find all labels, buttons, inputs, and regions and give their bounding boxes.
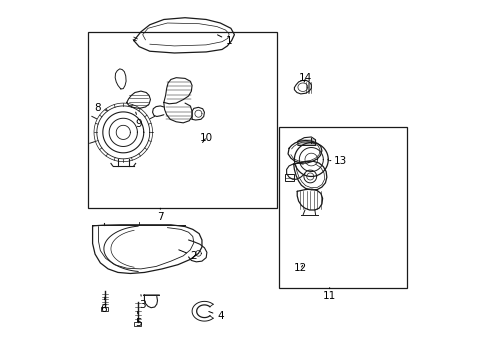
Text: 14: 14 (299, 73, 312, 83)
Text: 3: 3 (139, 294, 146, 310)
Text: 7: 7 (157, 208, 164, 222)
Text: 5: 5 (135, 311, 142, 328)
Text: 4: 4 (209, 311, 223, 321)
Text: 9: 9 (136, 112, 143, 129)
Bar (285, 174, 294, 181)
Text: 12: 12 (294, 263, 307, 273)
Text: 6: 6 (100, 297, 106, 314)
Text: 10: 10 (199, 133, 213, 143)
Text: 2: 2 (179, 250, 197, 261)
Bar (278, 127, 407, 288)
Bar (88, 32, 277, 208)
Text: 13: 13 (330, 156, 347, 166)
Text: 1: 1 (218, 35, 232, 46)
Bar (101, 307, 108, 311)
Text: 11: 11 (323, 288, 336, 301)
Bar (134, 322, 141, 326)
Text: 8: 8 (94, 103, 106, 113)
